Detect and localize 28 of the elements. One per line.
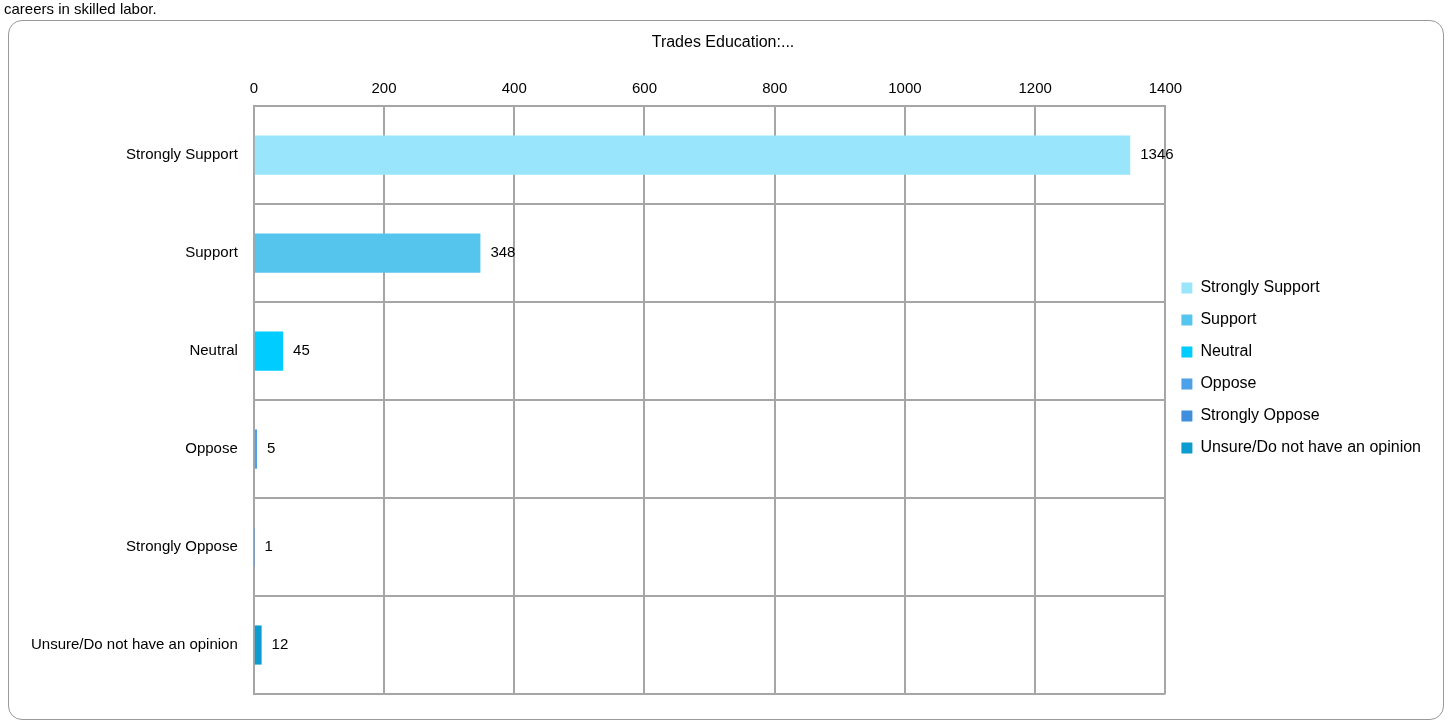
x-tick-label: 600 <box>631 79 658 97</box>
legend-label: Unsure/Do not have an opinion <box>1200 438 1421 456</box>
x-tick-label: 800 <box>762 79 788 97</box>
x-tick-label: 1400 <box>1148 79 1183 97</box>
y-tick-label: Neutral <box>189 341 238 359</box>
legend-label: Strongly Support <box>1200 278 1321 296</box>
x-tick-label: 200 <box>371 79 397 97</box>
data-label: 5 <box>267 439 276 457</box>
x-tick-label: 1200 <box>1018 79 1052 97</box>
data-label: 1 <box>264 537 273 555</box>
y-tick-label: Strongly Support <box>126 145 239 163</box>
data-label: 45 <box>293 341 310 359</box>
y-tick-label: Unsure/Do not have an opinion <box>30 635 238 653</box>
x-tick-label: 1000 <box>888 79 922 97</box>
x-tick-label: 400 <box>501 79 527 97</box>
legend-label: Strongly Oppose <box>1200 406 1320 424</box>
data-label: 1346 <box>1140 145 1174 163</box>
legend-label: Oppose <box>1200 374 1257 392</box>
legend-label: Support <box>1200 310 1257 328</box>
y-tick-label: Oppose <box>185 439 238 457</box>
y-tick-label: Support <box>185 243 239 261</box>
data-label: 12 <box>271 635 289 653</box>
data-label: 348 <box>490 243 516 261</box>
text: careers in skilled labor. <box>4 0 157 17</box>
chart-title: Trades Education:... <box>651 33 795 51</box>
x-tick-label: 0 <box>249 79 258 97</box>
y-tick-label: Strongly Oppose <box>126 537 238 555</box>
legend-label: Neutral <box>1200 342 1252 360</box>
